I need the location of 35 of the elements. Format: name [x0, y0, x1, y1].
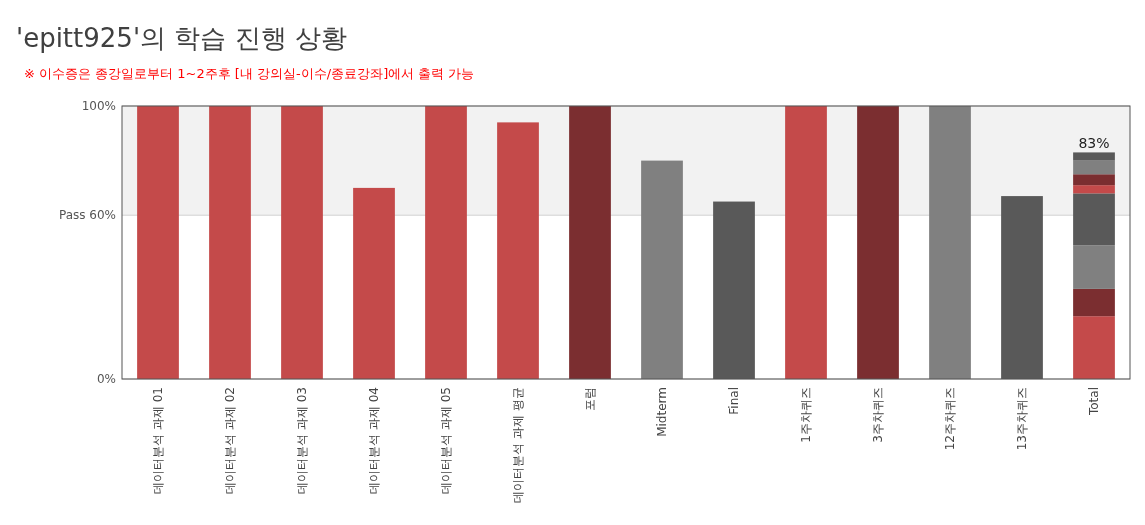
x-tick-label: Midterm [655, 387, 669, 437]
y-tick-label: 100% [81, 99, 116, 113]
bar [1073, 160, 1115, 175]
bar [1073, 185, 1115, 194]
x-tick-label: Final [727, 387, 741, 415]
x-tick-label: 데이터분석 과제 01 [151, 387, 165, 494]
x-tick-label: 데이터분석 과제 05 [439, 387, 453, 494]
bar [1073, 152, 1115, 161]
bar [785, 106, 827, 379]
chart-title: 'epitt925'의 학습 진행 상황 [16, 23, 347, 53]
bar [1073, 245, 1115, 289]
bar [425, 106, 467, 379]
bar [1073, 316, 1115, 379]
bar [1073, 174, 1115, 186]
x-tick-label: 데이터분석 과제 04 [367, 387, 381, 494]
bar [353, 187, 395, 379]
x-tick-label: 데이터분석 과제 03 [295, 387, 309, 494]
x-tick-label: 3주차퀴즈 [871, 387, 885, 443]
total-label: 83% [1078, 135, 1110, 152]
x-tick-label: 포럼 [583, 387, 597, 411]
y-tick-label: Pass 60% [58, 208, 116, 223]
y-tick-label: 0% [96, 372, 116, 386]
x-tick-label: 12주차퀴즈 [943, 387, 957, 451]
bar [209, 106, 251, 379]
bar [1073, 288, 1115, 317]
x-tick-label: 13주차퀴즈 [1015, 387, 1029, 451]
bar [137, 106, 179, 379]
bar [497, 122, 539, 379]
x-tick-label: Total [1087, 387, 1101, 417]
x-tick-label: 데이터분석 과제 평균 [511, 387, 525, 503]
chart-subtitle: ※ 이수증은 종강일로부터 1~2주후 [내 강의실-이수/종료강좌]에서 출력 가능 [24, 66, 475, 81]
x-tick-label: 데이터분석 과제 02 [223, 387, 237, 494]
bar [1073, 193, 1115, 246]
x-tick-label: 1주차퀴즈 [799, 387, 813, 443]
bar [281, 106, 323, 379]
